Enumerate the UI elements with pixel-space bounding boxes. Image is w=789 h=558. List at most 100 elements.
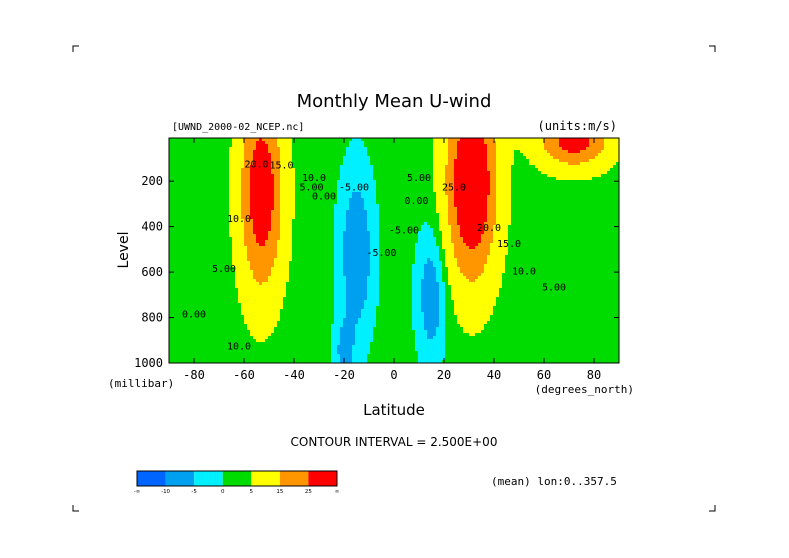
heatmap-cell	[337, 321, 340, 324]
heatmap-cell	[277, 177, 280, 180]
heatmap-cell	[307, 189, 310, 192]
heatmap-cell	[280, 219, 283, 222]
heatmap-cell	[241, 285, 244, 288]
heatmap-cell	[367, 216, 370, 219]
heatmap-cell	[304, 309, 307, 312]
heatmap-cell	[178, 201, 181, 204]
heatmap-cell	[328, 342, 331, 345]
heatmap-cell	[262, 357, 265, 360]
heatmap-cell	[178, 258, 181, 261]
heatmap-cell	[241, 243, 244, 246]
heatmap-cell	[193, 264, 196, 267]
heatmap-cell	[340, 342, 343, 345]
heatmap-cell	[184, 237, 187, 240]
heatmap-cell	[289, 258, 292, 261]
heatmap-cell	[250, 225, 253, 228]
heatmap-cell	[172, 159, 175, 162]
heatmap-cell	[256, 207, 259, 210]
heatmap-cell	[280, 156, 283, 159]
heatmap-cell	[295, 348, 298, 351]
heatmap-cell	[310, 291, 313, 294]
heatmap-cell	[250, 264, 253, 267]
heatmap-cell	[319, 282, 322, 285]
heatmap-cell	[271, 273, 274, 276]
heatmap-cell	[259, 306, 262, 309]
heatmap-cell	[286, 255, 289, 258]
heatmap-cell	[220, 312, 223, 315]
heatmap-cell	[202, 339, 205, 342]
heatmap-cell	[289, 327, 292, 330]
heatmap-cell	[337, 171, 340, 174]
heatmap-cell	[253, 144, 256, 147]
heatmap-cell	[193, 231, 196, 234]
heatmap-cell	[172, 246, 175, 249]
heatmap-cell	[313, 309, 316, 312]
heatmap-cell	[337, 282, 340, 285]
heatmap-cell	[229, 219, 232, 222]
heatmap-cell	[217, 213, 220, 216]
heatmap-cell	[247, 168, 250, 171]
heatmap-cell	[178, 285, 181, 288]
heatmap-cell	[334, 261, 337, 264]
heatmap-cell	[316, 189, 319, 192]
heatmap-cell	[229, 162, 232, 165]
heatmap-cell	[325, 258, 328, 261]
heatmap-cell	[328, 138, 331, 141]
heatmap-cell	[169, 300, 172, 303]
heatmap-cell	[364, 183, 367, 186]
heatmap-cell	[169, 285, 172, 288]
heatmap-cell	[313, 228, 316, 231]
heatmap-cell	[268, 189, 271, 192]
heatmap-cell	[211, 207, 214, 210]
heatmap-cell	[316, 159, 319, 162]
heatmap-cell	[358, 177, 361, 180]
heatmap-cell	[232, 195, 235, 198]
heatmap-cell	[316, 357, 319, 360]
heatmap-cell	[220, 240, 223, 243]
heatmap-cell	[202, 357, 205, 360]
heatmap-cell	[274, 249, 277, 252]
heatmap-cell	[235, 279, 238, 282]
heatmap-cell	[232, 309, 235, 312]
heatmap-cell	[205, 234, 208, 237]
heatmap-cell	[322, 243, 325, 246]
heatmap-cell	[334, 321, 337, 324]
heatmap-cell	[214, 318, 217, 321]
heatmap-cell	[298, 150, 301, 153]
heatmap-cell	[265, 150, 268, 153]
heatmap-cell	[184, 213, 187, 216]
heatmap-cell	[202, 360, 205, 363]
heatmap-cell	[340, 183, 343, 186]
heatmap-cell	[358, 324, 361, 327]
heatmap-cell	[325, 195, 328, 198]
heatmap-cell	[250, 351, 253, 354]
heatmap-cell	[265, 351, 268, 354]
heatmap-cell	[316, 162, 319, 165]
heatmap-cell	[172, 147, 175, 150]
heatmap-cell	[178, 348, 181, 351]
heatmap-cell	[217, 351, 220, 354]
heatmap-cell	[193, 144, 196, 147]
heatmap-cell	[220, 156, 223, 159]
heatmap-cell	[241, 231, 244, 234]
heatmap-cell	[241, 186, 244, 189]
heatmap-cell	[190, 321, 193, 324]
heatmap-cell	[223, 276, 226, 279]
heatmap-cell	[181, 264, 184, 267]
heatmap-cell	[229, 306, 232, 309]
heatmap-cell	[334, 312, 337, 315]
heatmap-cell	[349, 171, 352, 174]
heatmap-cell	[304, 345, 307, 348]
heatmap-cell	[265, 306, 268, 309]
heatmap-cell	[190, 327, 193, 330]
heatmap-cell	[190, 297, 193, 300]
heatmap-cell	[217, 309, 220, 312]
heatmap-cell	[313, 321, 316, 324]
heatmap-cell	[259, 342, 262, 345]
heatmap-cell	[265, 333, 268, 336]
heatmap-cell	[214, 333, 217, 336]
heatmap-cell	[331, 216, 334, 219]
heatmap-cell	[325, 183, 328, 186]
heatmap-cell	[193, 240, 196, 243]
heatmap-cell	[247, 210, 250, 213]
